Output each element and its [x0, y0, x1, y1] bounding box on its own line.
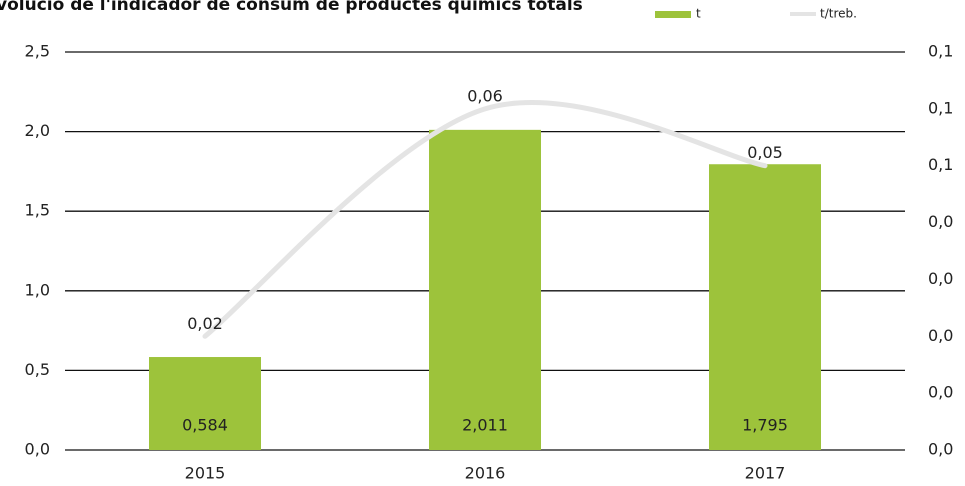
y2-tick-label: 0,0	[928, 212, 953, 231]
legend-label: t	[696, 7, 701, 21]
legend-label: t/treb.	[820, 7, 857, 21]
y-tick-label: 2,5	[25, 42, 50, 61]
y2-tick-label: 0,1	[928, 98, 953, 117]
bar	[709, 164, 821, 450]
x-tick-label: 2017	[745, 464, 786, 483]
bar	[429, 129, 541, 450]
bar-value-label: 2,011	[462, 416, 508, 435]
y2-tick-label: 0,0	[928, 383, 953, 402]
y2-tick-label: 0,0	[928, 326, 953, 345]
chart-title: volució de l'indicador de consum de prod…	[0, 0, 583, 15]
y-tick-label: 0,0	[25, 440, 50, 459]
y2-tick-label: 0,1	[928, 42, 953, 61]
y-tick-label: 0,5	[25, 360, 50, 379]
y-tick-label: 1,5	[25, 201, 50, 220]
y-tick-label: 1,0	[25, 280, 50, 299]
line-value-label: 0,05	[747, 143, 783, 162]
x-tick-label: 2015	[185, 464, 226, 483]
y-tick-label: 2,0	[25, 121, 50, 140]
line-value-label: 0,02	[187, 314, 223, 333]
y2-tick-label: 0,1	[928, 155, 953, 174]
bar-value-label: 1,795	[742, 416, 788, 435]
line	[202, 100, 768, 339]
y2-tick-label: 0,0	[928, 269, 953, 288]
line-value-label: 0,06	[467, 86, 503, 105]
x-tick-label: 2016	[465, 464, 506, 483]
legend-swatch	[655, 11, 691, 18]
bar	[149, 357, 261, 450]
bar-value-label: 0,584	[182, 416, 228, 435]
y2-tick-label: 0,0	[928, 440, 953, 459]
